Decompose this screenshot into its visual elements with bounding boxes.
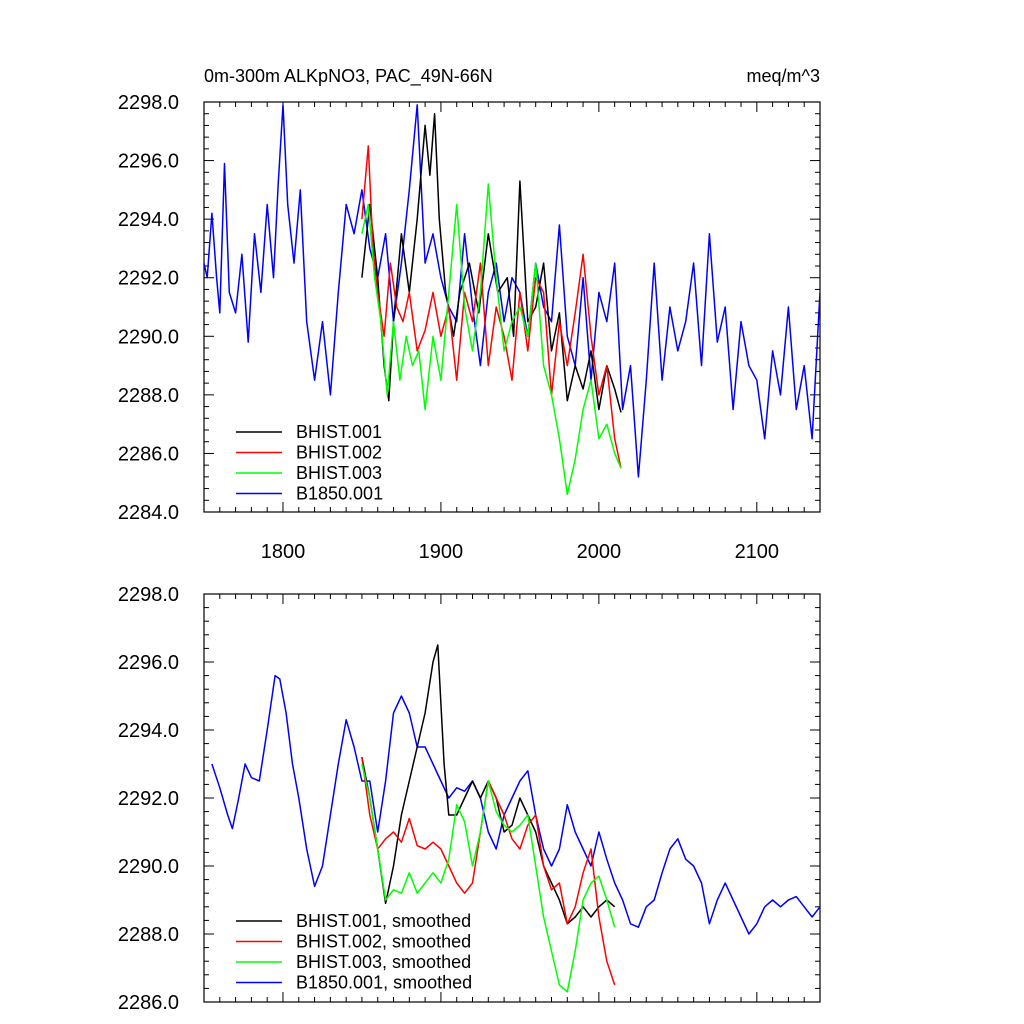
legend-label: BHIST.003 bbox=[296, 463, 382, 483]
plot-frame bbox=[203, 101, 821, 513]
legend-label: BHIST.002 bbox=[296, 443, 382, 463]
legend-label: BHIST.001 bbox=[296, 422, 382, 442]
y-tick-label: 2286.0 bbox=[118, 992, 179, 1014]
y-tick-label: 2290.0 bbox=[118, 326, 179, 348]
x-tick-label: 1800 bbox=[261, 541, 306, 563]
units-label: meq/m^3 bbox=[747, 66, 820, 86]
y-tick-label: 2286.0 bbox=[118, 443, 179, 465]
x-tick-label: 2100 bbox=[735, 541, 780, 563]
y-tick-label: 2292.0 bbox=[118, 268, 179, 290]
y-tick-label: 2298.0 bbox=[118, 92, 179, 114]
series-line-bhist-003-smoothed bbox=[361, 763, 616, 993]
bottom-panel: 2286.0 2288.0 2290.0 2292.0 2294.0 2296.0 2298… bbox=[118, 584, 821, 1014]
top-panel: 2284.0 2286.0 2288.0 2290.0 2292.0 2294.0 2296… bbox=[118, 66, 821, 563]
legend-label: BHIST.001, smoothed bbox=[296, 911, 471, 931]
series-line-b1850-001-smoothed bbox=[211, 674, 820, 935]
y-tick-label: 2294.0 bbox=[118, 209, 179, 231]
series-line-bhist-001 bbox=[361, 112, 622, 413]
legend-label: B1850.001 bbox=[296, 484, 383, 504]
x-tick-label: 1900 bbox=[419, 541, 464, 563]
legend-label: BHIST.003, smoothed bbox=[296, 952, 471, 972]
series-line-bhist-003 bbox=[361, 183, 622, 496]
y-tick-label: 2296.0 bbox=[118, 151, 179, 173]
legend-label: B1850.001, smoothed bbox=[296, 973, 472, 993]
chart-title: 0m-300m ALKpNO3, PAC_49N-66N bbox=[204, 66, 493, 87]
series-line-b1850-001 bbox=[204, 104, 820, 478]
y-tick-label: 2290.0 bbox=[118, 856, 179, 878]
y-tick-label: 2284.0 bbox=[118, 502, 179, 524]
series-line-bhist-001-smoothed bbox=[361, 644, 616, 925]
y-tick-label: 2288.0 bbox=[118, 924, 179, 946]
series-line-bhist-002 bbox=[361, 145, 622, 469]
y-tick-label: 2298.0 bbox=[118, 584, 179, 606]
legend-label: BHIST.002, smoothed bbox=[296, 932, 471, 952]
y-tick-label: 2294.0 bbox=[118, 720, 179, 742]
y-tick-label: 2288.0 bbox=[118, 385, 179, 407]
x-tick-label: 2000 bbox=[577, 541, 622, 563]
y-tick-label: 2296.0 bbox=[118, 652, 179, 674]
y-tick-label: 2292.0 bbox=[118, 788, 179, 810]
